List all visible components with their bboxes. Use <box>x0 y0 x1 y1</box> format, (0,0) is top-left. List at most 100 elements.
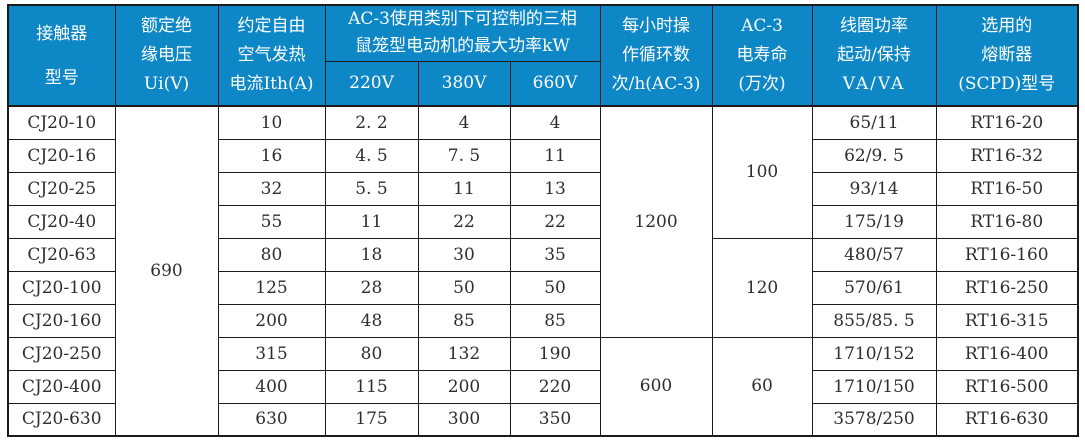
header-cycles-line: 次/h(AC-3) <box>611 74 701 94</box>
header-life-line: AC-3 <box>741 16 783 36</box>
cell-kw380: 300 <box>417 402 511 437</box>
cell-kw660: 13 <box>509 171 601 206</box>
header-220v: 220V <box>324 60 419 107</box>
cell-fuse: RT16-400 <box>935 336 1079 371</box>
cell-coil: 855/85. 5 <box>811 303 937 338</box>
cell-model: CJ20-16 <box>7 138 116 173</box>
header-fuse-line: (SCPD)型号 <box>958 74 1056 94</box>
header-ith-line: 空气发热 <box>237 45 306 65</box>
header-model-line: 型号 <box>44 67 79 88</box>
cell-kw660: 35 <box>509 237 601 272</box>
header-electrical-life: AC-3 电寿命 (万次) <box>711 4 813 107</box>
header-operating-cycles: 每小时操 作循环数 次/h(AC-3) <box>599 4 713 107</box>
cell-kw380: 22 <box>417 204 511 239</box>
header-coil-line: VA/VA <box>842 74 906 94</box>
cell-kw220: 18 <box>324 237 419 272</box>
cell-fuse: RT16-20 <box>935 105 1079 140</box>
cell-fuse: RT16-250 <box>935 270 1079 305</box>
header-model: 接触器 型号 <box>7 4 116 107</box>
cell-coil: 570/61 <box>811 270 937 305</box>
cell-fuse: RT16-50 <box>935 171 1079 206</box>
cell-kw220: 175 <box>324 402 419 437</box>
cell-coil: 1710/150 <box>811 369 937 404</box>
cell-kw380: 4 <box>417 105 511 140</box>
header-life-line: 电寿命 <box>736 45 788 65</box>
header-fuse-type: 选用的 熔断器 (SCPD)型号 <box>935 4 1079 107</box>
cell-cycles: 600 <box>599 336 713 437</box>
cell-life: 120 <box>711 237 813 338</box>
header-power-group-line: 鼠笼型电动机的最大功率kW <box>355 36 570 57</box>
cell-ith: 16 <box>217 138 326 173</box>
cell-coil: 1710/152 <box>811 336 937 371</box>
cell-kw660: 50 <box>509 270 601 305</box>
cell-kw660: 22 <box>509 204 601 239</box>
cell-model: CJ20-10 <box>7 105 116 140</box>
header-ith-line: 约定自由 <box>237 16 306 36</box>
cell-kw220: 48 <box>324 303 419 338</box>
table-row: CJ20-10 690 10 2. 2 4 4 1200 100 65/11 R… <box>7 105 1079 437</box>
cell-ith: 10 <box>217 105 326 140</box>
cell-kw220: 80 <box>324 336 419 371</box>
table-header: 接触器 型号 额定绝 缘电压 Ui(V) 约定自由 空气发热 电流Ith(A) … <box>7 4 1079 107</box>
cell-model: CJ20-250 <box>7 336 116 371</box>
cell-kw660: 11 <box>509 138 601 173</box>
cell-kw660: 4 <box>509 105 601 140</box>
cell-fuse: RT16-315 <box>935 303 1079 338</box>
cell-kw220: 2. 2 <box>324 105 419 140</box>
cell-kw660: 220 <box>509 369 601 404</box>
cell-kw660: 190 <box>509 336 601 371</box>
contactor-spec-table: 接触器 型号 额定绝 缘电压 Ui(V) 约定自由 空气发热 电流Ith(A) … <box>7 4 1080 437</box>
table-row: CJ20-16 16 4. 5 7. 5 11 62/9. 5 RT16-32 <box>7 138 1079 173</box>
header-coil-power: 线圈功率 起动/保持 VA/VA <box>811 4 937 107</box>
cell-ith: 400 <box>217 369 326 404</box>
cell-ith: 315 <box>217 336 326 371</box>
cell-kw220: 28 <box>324 270 419 305</box>
header-ac3-motor-power-group: AC-3使用类别下可控制的三相 鼠笼型电动机的最大功率kW <box>324 4 601 62</box>
cell-kw380: 200 <box>417 369 511 404</box>
cell-kw220: 4. 5 <box>324 138 419 173</box>
cell-kw380: 132 <box>417 336 511 371</box>
table-row: CJ20-63 80 18 30 35 120 480/57 RT16-160 <box>7 237 1079 338</box>
header-fuse-line: 选用的 <box>981 16 1033 36</box>
cell-ith: 32 <box>217 171 326 206</box>
cell-ui-voltage: 690 <box>114 105 219 437</box>
cell-coil: 93/14 <box>811 171 937 206</box>
cell-model: CJ20-63 <box>7 237 116 272</box>
cell-fuse: RT16-32 <box>935 138 1079 173</box>
table-row: CJ20-630 630 175 300 350 3578/250 RT16-6… <box>7 402 1079 437</box>
cell-fuse: RT16-160 <box>935 237 1079 272</box>
cell-ith: 200 <box>217 303 326 338</box>
cell-kw660: 350 <box>509 402 601 437</box>
cell-life: 60 <box>711 336 813 437</box>
header-660v: 660V <box>509 60 601 107</box>
table-row: CJ20-40 55 11 22 22 175/19 RT16-80 <box>7 204 1079 239</box>
cell-kw220: 5. 5 <box>324 171 419 206</box>
header-model-line: 接触器 <box>36 23 88 44</box>
header-fuse-line: 熔断器 <box>981 45 1033 65</box>
header-power-group-line: AC-3使用类别下可控制的三相 <box>348 9 577 30</box>
cell-fuse: RT16-630 <box>935 402 1079 437</box>
header-rated-insulation-voltage: 额定绝 缘电压 Ui(V) <box>114 4 219 107</box>
cell-kw380: 30 <box>417 237 511 272</box>
cell-coil: 175/19 <box>811 204 937 239</box>
cell-ith: 125 <box>217 270 326 305</box>
cell-coil: 480/57 <box>811 237 937 272</box>
cell-fuse: RT16-80 <box>935 204 1079 239</box>
cell-cycles: 1200 <box>599 105 713 338</box>
header-ui-line: Ui(V) <box>143 74 190 94</box>
header-thermal-current: 约定自由 空气发热 电流Ith(A) <box>217 4 326 107</box>
header-cycles-line: 作循环数 <box>622 45 691 65</box>
cell-kw380: 85 <box>417 303 511 338</box>
table-row: CJ20-400 400 115 200 220 1710/150 RT16-5… <box>7 369 1079 404</box>
cell-coil: 3578/250 <box>811 402 937 437</box>
cell-kw220: 11 <box>324 204 419 239</box>
cell-model: CJ20-400 <box>7 369 116 404</box>
cell-model: CJ20-100 <box>7 270 116 305</box>
header-coil-line: 线圈功率 <box>840 16 909 36</box>
cell-ith: 630 <box>217 402 326 437</box>
cell-model: CJ20-25 <box>7 171 116 206</box>
cell-kw220: 115 <box>324 369 419 404</box>
cell-coil: 65/11 <box>811 105 937 140</box>
cell-kw380: 50 <box>417 270 511 305</box>
cell-model: CJ20-160 <box>7 303 116 338</box>
